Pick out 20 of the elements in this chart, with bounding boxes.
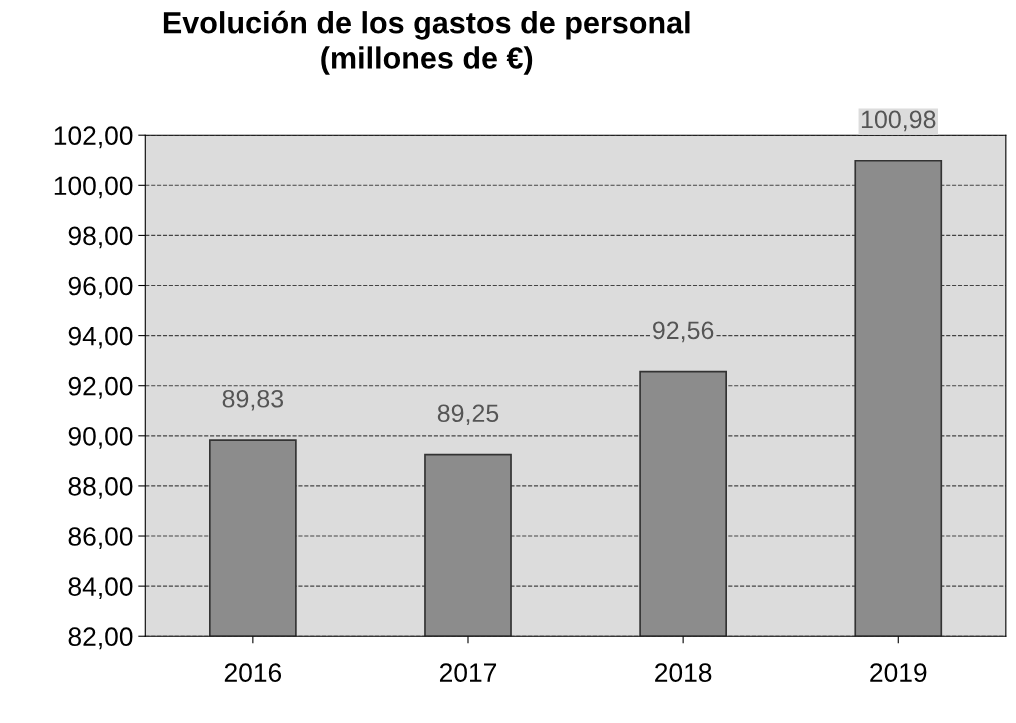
data-label: 92,56 xyxy=(653,321,714,343)
y-tick-label: 90,00 xyxy=(68,426,133,449)
chart-title: Evolución de los gastos de personal (millones de €) xyxy=(163,10,690,75)
y-tick-label: 98,00 xyxy=(68,226,133,249)
y-tick-label: 92,00 xyxy=(68,376,133,399)
data-label: 89,83 xyxy=(222,389,284,411)
x-tick-label: 2019 xyxy=(870,663,927,683)
data-label: 100,98 xyxy=(861,110,936,132)
y-tick-label: 84,00 xyxy=(68,577,133,600)
y-tick-label: 100,00 xyxy=(54,176,133,199)
x-tick-label: 2016 xyxy=(224,663,282,683)
data-label: 89,25 xyxy=(437,404,499,426)
y-tick-label: 94,00 xyxy=(68,326,133,349)
y-tick-label: 96,00 xyxy=(68,276,133,299)
y-tick-label: 88,00 xyxy=(68,477,133,499)
y-tick-label: 86,00 xyxy=(68,527,133,549)
y-tick-label: 82,00 xyxy=(68,627,133,650)
x-tick-label: 2018 xyxy=(655,663,712,683)
y-tick-label: 102,00 xyxy=(54,126,133,149)
x-tick-label: 2017 xyxy=(439,663,497,683)
